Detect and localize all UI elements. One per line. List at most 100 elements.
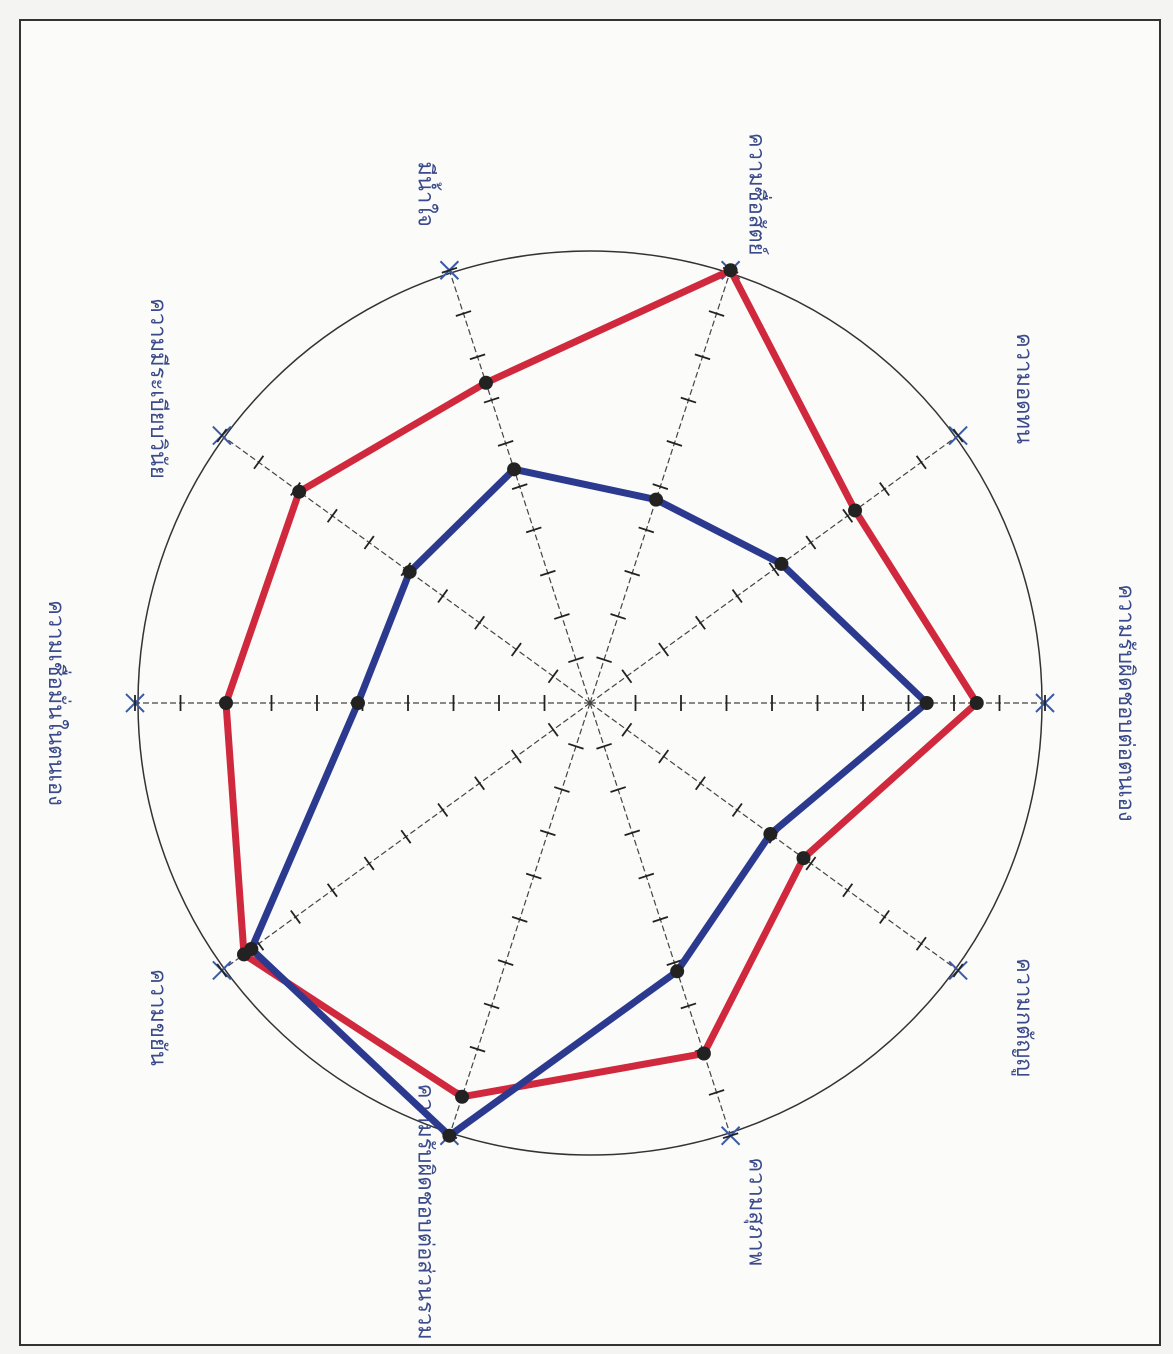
tick-mark: [695, 615, 706, 630]
data-point: [350, 696, 365, 710]
tick-mark: [731, 589, 743, 604]
tick-mark: [511, 483, 528, 490]
data-point: [455, 1089, 470, 1104]
tick-mark: [539, 569, 556, 577]
tick-mark: [624, 569, 641, 577]
tick-mark: [731, 802, 743, 817]
tick-mark: [708, 310, 725, 317]
tick-mark: [638, 872, 655, 880]
tick-mark: [469, 1045, 486, 1053]
data-point: [478, 375, 493, 390]
frame: [19, 19, 1161, 1346]
tick-mark: [553, 613, 570, 620]
data-point: [723, 263, 738, 278]
tick-mark: [497, 440, 514, 447]
data-point: [848, 503, 863, 518]
tick-mark: [363, 856, 375, 871]
tick-mark: [455, 310, 472, 317]
data-point: [796, 851, 811, 866]
axis-label: มีน้ำใจ: [413, 161, 442, 227]
axis-label: ความมีระเบียบวินัย: [145, 298, 170, 479]
tick-mark: [652, 916, 669, 923]
tick-mark: [326, 508, 338, 523]
axis-label: ความเชื่อมั่นในตนเอง: [43, 600, 72, 806]
axis-label: ความขยัน: [145, 969, 170, 1066]
tick-mark: [596, 742, 612, 750]
tick-mark: [216, 428, 228, 443]
data-point: [507, 462, 522, 477]
tick-mark: [510, 749, 522, 764]
data-point: [670, 964, 685, 979]
data-point: [763, 827, 778, 842]
tick-mark: [708, 1089, 725, 1096]
tick-mark: [842, 508, 854, 523]
tick-mark: [539, 829, 556, 837]
data-point: [442, 1128, 457, 1143]
tick-mark: [624, 829, 641, 837]
data-point: [969, 696, 984, 710]
tick-mark: [621, 669, 633, 684]
tick-mark: [525, 872, 542, 880]
tick-mark: [437, 802, 449, 817]
tick-mark: [474, 776, 485, 791]
axis-label: ความกตัญญู: [1011, 958, 1036, 1077]
tick-mark: [326, 883, 338, 898]
tick-mark: [768, 562, 780, 577]
data-point: [649, 492, 664, 507]
tick-mark: [842, 883, 854, 898]
tick-mark: [666, 959, 683, 966]
tick-mark: [915, 455, 927, 470]
tick-mark: [547, 722, 559, 737]
tick-mark: [483, 396, 500, 404]
tick-mark: [666, 440, 683, 447]
tick-mark: [596, 656, 612, 664]
tick-mark: [525, 526, 542, 534]
data-point: [774, 556, 789, 571]
data-point: [219, 696, 233, 710]
tick-mark: [610, 613, 627, 620]
tick-mark: [253, 455, 265, 470]
tick-mark: [879, 482, 890, 497]
tick-mark: [437, 589, 449, 604]
tick-mark: [547, 669, 559, 684]
tick-mark: [497, 959, 514, 966]
tick-mark: [511, 916, 528, 923]
tick-mark: [638, 526, 655, 534]
tick-mark: [879, 909, 890, 924]
tick-mark: [805, 856, 817, 871]
tick-mark: [474, 615, 485, 630]
tick-mark: [621, 722, 633, 737]
data-point: [402, 564, 417, 579]
axis-label: ความอดทน: [1011, 333, 1036, 444]
data-point: [244, 942, 259, 957]
data-point: [696, 1046, 711, 1061]
tick-mark: [915, 936, 927, 951]
tick-mark: [658, 642, 670, 657]
tick-mark: [680, 396, 697, 404]
tick-mark: [952, 963, 964, 978]
tick-mark: [694, 353, 711, 361]
data-point: [919, 696, 934, 710]
tick-mark: [680, 1002, 697, 1010]
tick-mark: [568, 742, 584, 750]
tick-mark: [400, 829, 412, 844]
tick-mark: [469, 353, 486, 361]
tick-mark: [652, 483, 669, 490]
tick-mark: [553, 786, 570, 793]
axis-label: ความซื่อสัตย์: [743, 133, 772, 256]
tick-mark: [568, 656, 584, 664]
tick-mark: [658, 749, 670, 764]
axis-label: ความรับผิดชอบต่อส่วนรวม: [413, 1084, 438, 1340]
tick-mark: [290, 909, 301, 924]
tick-mark: [441, 266, 458, 274]
tick-mark: [695, 776, 706, 791]
tick-mark: [805, 535, 817, 550]
tick-mark: [363, 535, 375, 550]
axis-label: ความสุภาพ: [743, 1157, 768, 1266]
data-point: [292, 484, 307, 499]
tick-mark: [952, 428, 964, 443]
tick-mark: [510, 642, 522, 657]
tick-mark: [722, 1132, 739, 1140]
axis-label: ความรับผิดชอบต่อตนเอง: [1113, 584, 1138, 821]
